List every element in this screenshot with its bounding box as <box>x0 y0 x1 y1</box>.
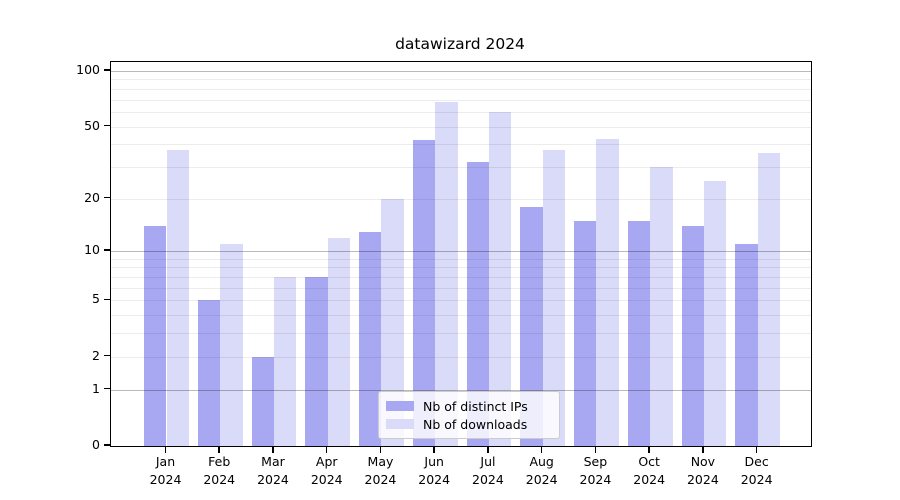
x-tick-label-sep: Sep 2024 <box>579 454 612 487</box>
y-tick-label-0: 0 <box>92 437 100 452</box>
y-tick-2 <box>104 354 110 357</box>
bar-ips-apr <box>305 277 328 446</box>
x-tick-jul <box>487 446 489 453</box>
y-tick-label-100: 100 <box>76 62 100 78</box>
x-tick-feb <box>218 446 220 453</box>
y-tick-1 <box>104 387 110 390</box>
bar-downloads-sep <box>596 138 619 446</box>
bar-ips-nov <box>681 225 704 446</box>
x-tick-sep <box>594 446 597 453</box>
gridline-100 <box>111 71 811 73</box>
grid-layer <box>111 62 811 446</box>
plot-area <box>110 61 812 447</box>
bar-ips-jan <box>144 225 167 446</box>
y-tick-label-10: 10 <box>84 242 100 258</box>
y-tick-0 <box>104 444 110 446</box>
gridline-2 <box>111 356 811 358</box>
gridline-70 <box>111 99 811 101</box>
x-tick-apr <box>325 446 328 453</box>
x-tick-oct <box>648 446 650 453</box>
x-tick-label-dec: Dec 2024 <box>740 454 773 487</box>
gridline-10 <box>111 251 811 253</box>
gridline-6 <box>111 287 811 289</box>
bar-ips-sep <box>574 220 597 446</box>
bar-downloads-jun <box>435 101 458 446</box>
bar-downloads-jul <box>488 111 512 446</box>
x-tick-jan <box>164 446 167 453</box>
gridline-50 <box>111 126 811 128</box>
bar-downloads-mar <box>273 277 297 446</box>
y-tick-20 <box>104 196 110 199</box>
bar-ips-feb <box>197 300 221 446</box>
bar-downloads-apr <box>327 237 351 446</box>
x-tick-label-nov: Nov 2024 <box>686 454 719 487</box>
x-tick-label-jul: Jul 2024 <box>472 454 504 487</box>
gridline-8 <box>111 267 811 269</box>
y-tick-label-20: 20 <box>84 189 100 205</box>
y-tick-label-2: 2 <box>92 347 100 363</box>
gridline-4 <box>111 315 811 317</box>
bar-ips-oct <box>627 220 651 446</box>
x-tick-aug <box>540 446 543 453</box>
legend-swatch-downloads <box>386 418 414 430</box>
legend-label-distinct-ips: Nb of distinct IPs <box>423 398 528 414</box>
y-tick-10 <box>104 249 110 251</box>
bar-downloads-oct <box>650 166 673 446</box>
gridline-5 <box>111 300 811 302</box>
x-tick-dec <box>755 446 758 453</box>
legend-swatch-distinct-ips <box>386 400 414 412</box>
legend: Nb of distinct IPs Nb of downloads <box>378 391 560 439</box>
x-tick-label-mar: Mar 2024 <box>257 454 289 487</box>
gridline-9 <box>111 258 811 260</box>
y-tick-label-5: 5 <box>92 291 100 307</box>
gridline-60 <box>111 111 811 113</box>
bar-downloads-jan <box>166 150 189 446</box>
x-tick-label-jun: Jun 2024 <box>418 454 451 487</box>
x-tick-jun <box>433 446 435 453</box>
x-tick-label-may: May 2024 <box>364 454 397 487</box>
legend-row-downloads: Nb of downloads <box>386 417 551 432</box>
bar-ips-aug <box>520 206 543 446</box>
gridline-3 <box>111 333 811 335</box>
x-tick-nov <box>702 446 704 453</box>
x-tick-label-feb: Feb 2024 <box>203 454 236 487</box>
bar-downloads-feb <box>220 244 243 446</box>
gridline-30 <box>111 166 811 168</box>
legend-label-downloads: Nb of downloads <box>423 416 528 432</box>
y-tick-label-1: 1 <box>92 380 100 396</box>
x-tick-may <box>379 446 382 453</box>
bar-downloads-dec <box>757 152 781 446</box>
x-tick-mar <box>272 446 274 453</box>
bar-ips-dec <box>735 244 758 446</box>
bar-downloads-may <box>381 198 404 446</box>
gridline-1 <box>111 389 811 391</box>
bar-ips-jul <box>466 161 489 446</box>
x-tick-label-oct: Oct 2024 <box>633 454 666 487</box>
bar-downloads-aug <box>542 150 566 446</box>
bar-downloads-nov <box>703 181 727 446</box>
y-tick-50 <box>104 124 110 127</box>
legend-row-distinct-ips: Nb of distinct IPs <box>386 399 551 414</box>
x-tick-label-apr: Apr 2024 <box>310 454 343 487</box>
bars-layer <box>111 62 811 446</box>
y-tick-5 <box>104 298 110 301</box>
gridline-7 <box>111 277 811 279</box>
x-tick-label-aug: Aug 2024 <box>525 454 558 487</box>
gridline-40 <box>111 144 811 146</box>
x-tick-label-jan: Jan 2024 <box>149 454 182 487</box>
bar-ips-mar <box>251 356 274 446</box>
gridline-80 <box>111 88 811 90</box>
y-tick-label-50: 50 <box>84 117 100 133</box>
gridline-20 <box>111 198 811 200</box>
chart-title: datawizard 2024 <box>395 35 525 53</box>
bar-ips-may <box>359 231 382 446</box>
bar-ips-jun <box>412 140 436 446</box>
gridline-90 <box>111 79 811 81</box>
y-tick-100 <box>104 69 110 71</box>
